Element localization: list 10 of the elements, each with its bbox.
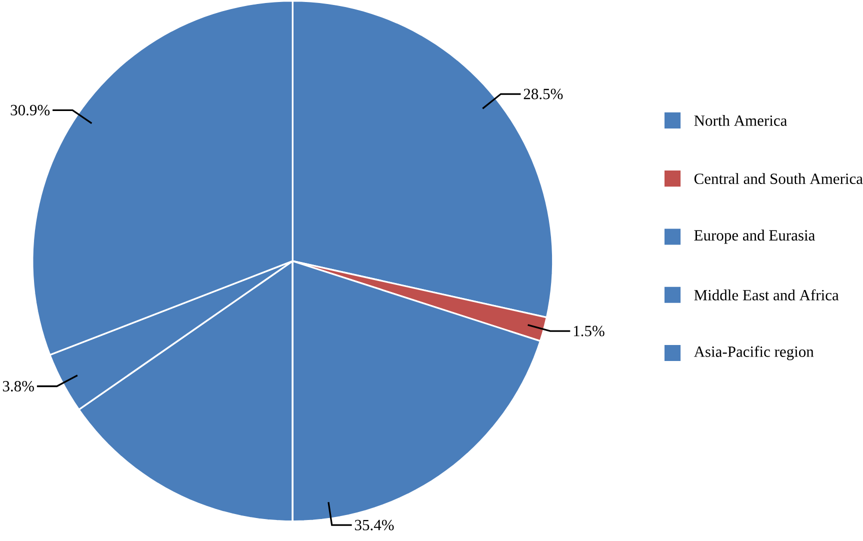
data-label: 1.5%	[574, 326, 604, 336]
data-label: 3.8%	[2, 380, 34, 392]
data-label: 30.9%	[10, 104, 50, 116]
legend-label: Middle East and Africa	[694, 289, 839, 300]
data-label: 28.5%	[524, 88, 563, 100]
legend-label: North America	[694, 114, 787, 126]
legend-label: Asia-Pacific region	[694, 346, 814, 360]
data-label: 35.4%	[354, 520, 394, 530]
legend-label: Europe and Eurasia	[694, 230, 815, 244]
legend-label: Central and South America	[694, 173, 863, 184]
